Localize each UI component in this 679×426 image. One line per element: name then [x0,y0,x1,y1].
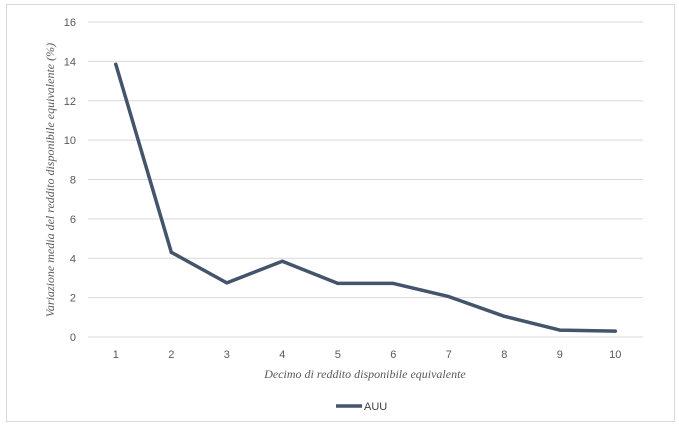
legend-label-auu: AUU [364,401,387,413]
y-tick-label: 14 [64,56,76,68]
data-point [114,62,118,66]
data-point [280,259,284,263]
y-axis-title: Variazione media del reddito disponibile… [43,43,57,317]
data-point [336,281,340,286]
x-tick-label: 4 [279,349,285,361]
x-tick-label: 1 [113,349,119,361]
x-tick-label: 8 [501,349,507,361]
x-axis-ticks: 1 2 3 4 5 6 7 8 9 10 [113,349,622,361]
legend: AUU [336,401,387,413]
y-tick-label: 12 [64,96,76,108]
y-axis-ticks: 0 2 4 6 8 10 12 14 16 [64,17,76,344]
x-tick-label: 10 [609,349,621,361]
data-point [447,295,451,299]
y-tick-label: 8 [70,175,76,187]
data-point [169,250,173,254]
data-point [558,328,562,332]
y-tick-label: 10 [64,135,76,147]
x-tick-label: 3 [224,349,230,361]
data-point [502,314,506,318]
x-tick-label: 7 [446,349,452,361]
x-tick-label: 9 [557,349,563,361]
data-point [613,329,617,333]
y-tick-label: 6 [70,214,76,226]
data-point [391,281,395,286]
gridlines [88,21,643,338]
x-tick-label: 2 [168,349,174,361]
y-tick-label: 2 [70,293,76,305]
series-line-auu [114,62,618,333]
y-tick-label: 16 [64,17,76,29]
x-tick-label: 6 [390,349,396,361]
series-layer [114,62,618,333]
x-axis-title: Decimo di reddito disponibile equivalent… [263,367,466,381]
y-tick-label: 4 [70,253,76,265]
data-point [225,281,229,285]
y-tick-label: 0 [70,332,76,344]
x-tick-label: 5 [335,349,341,361]
